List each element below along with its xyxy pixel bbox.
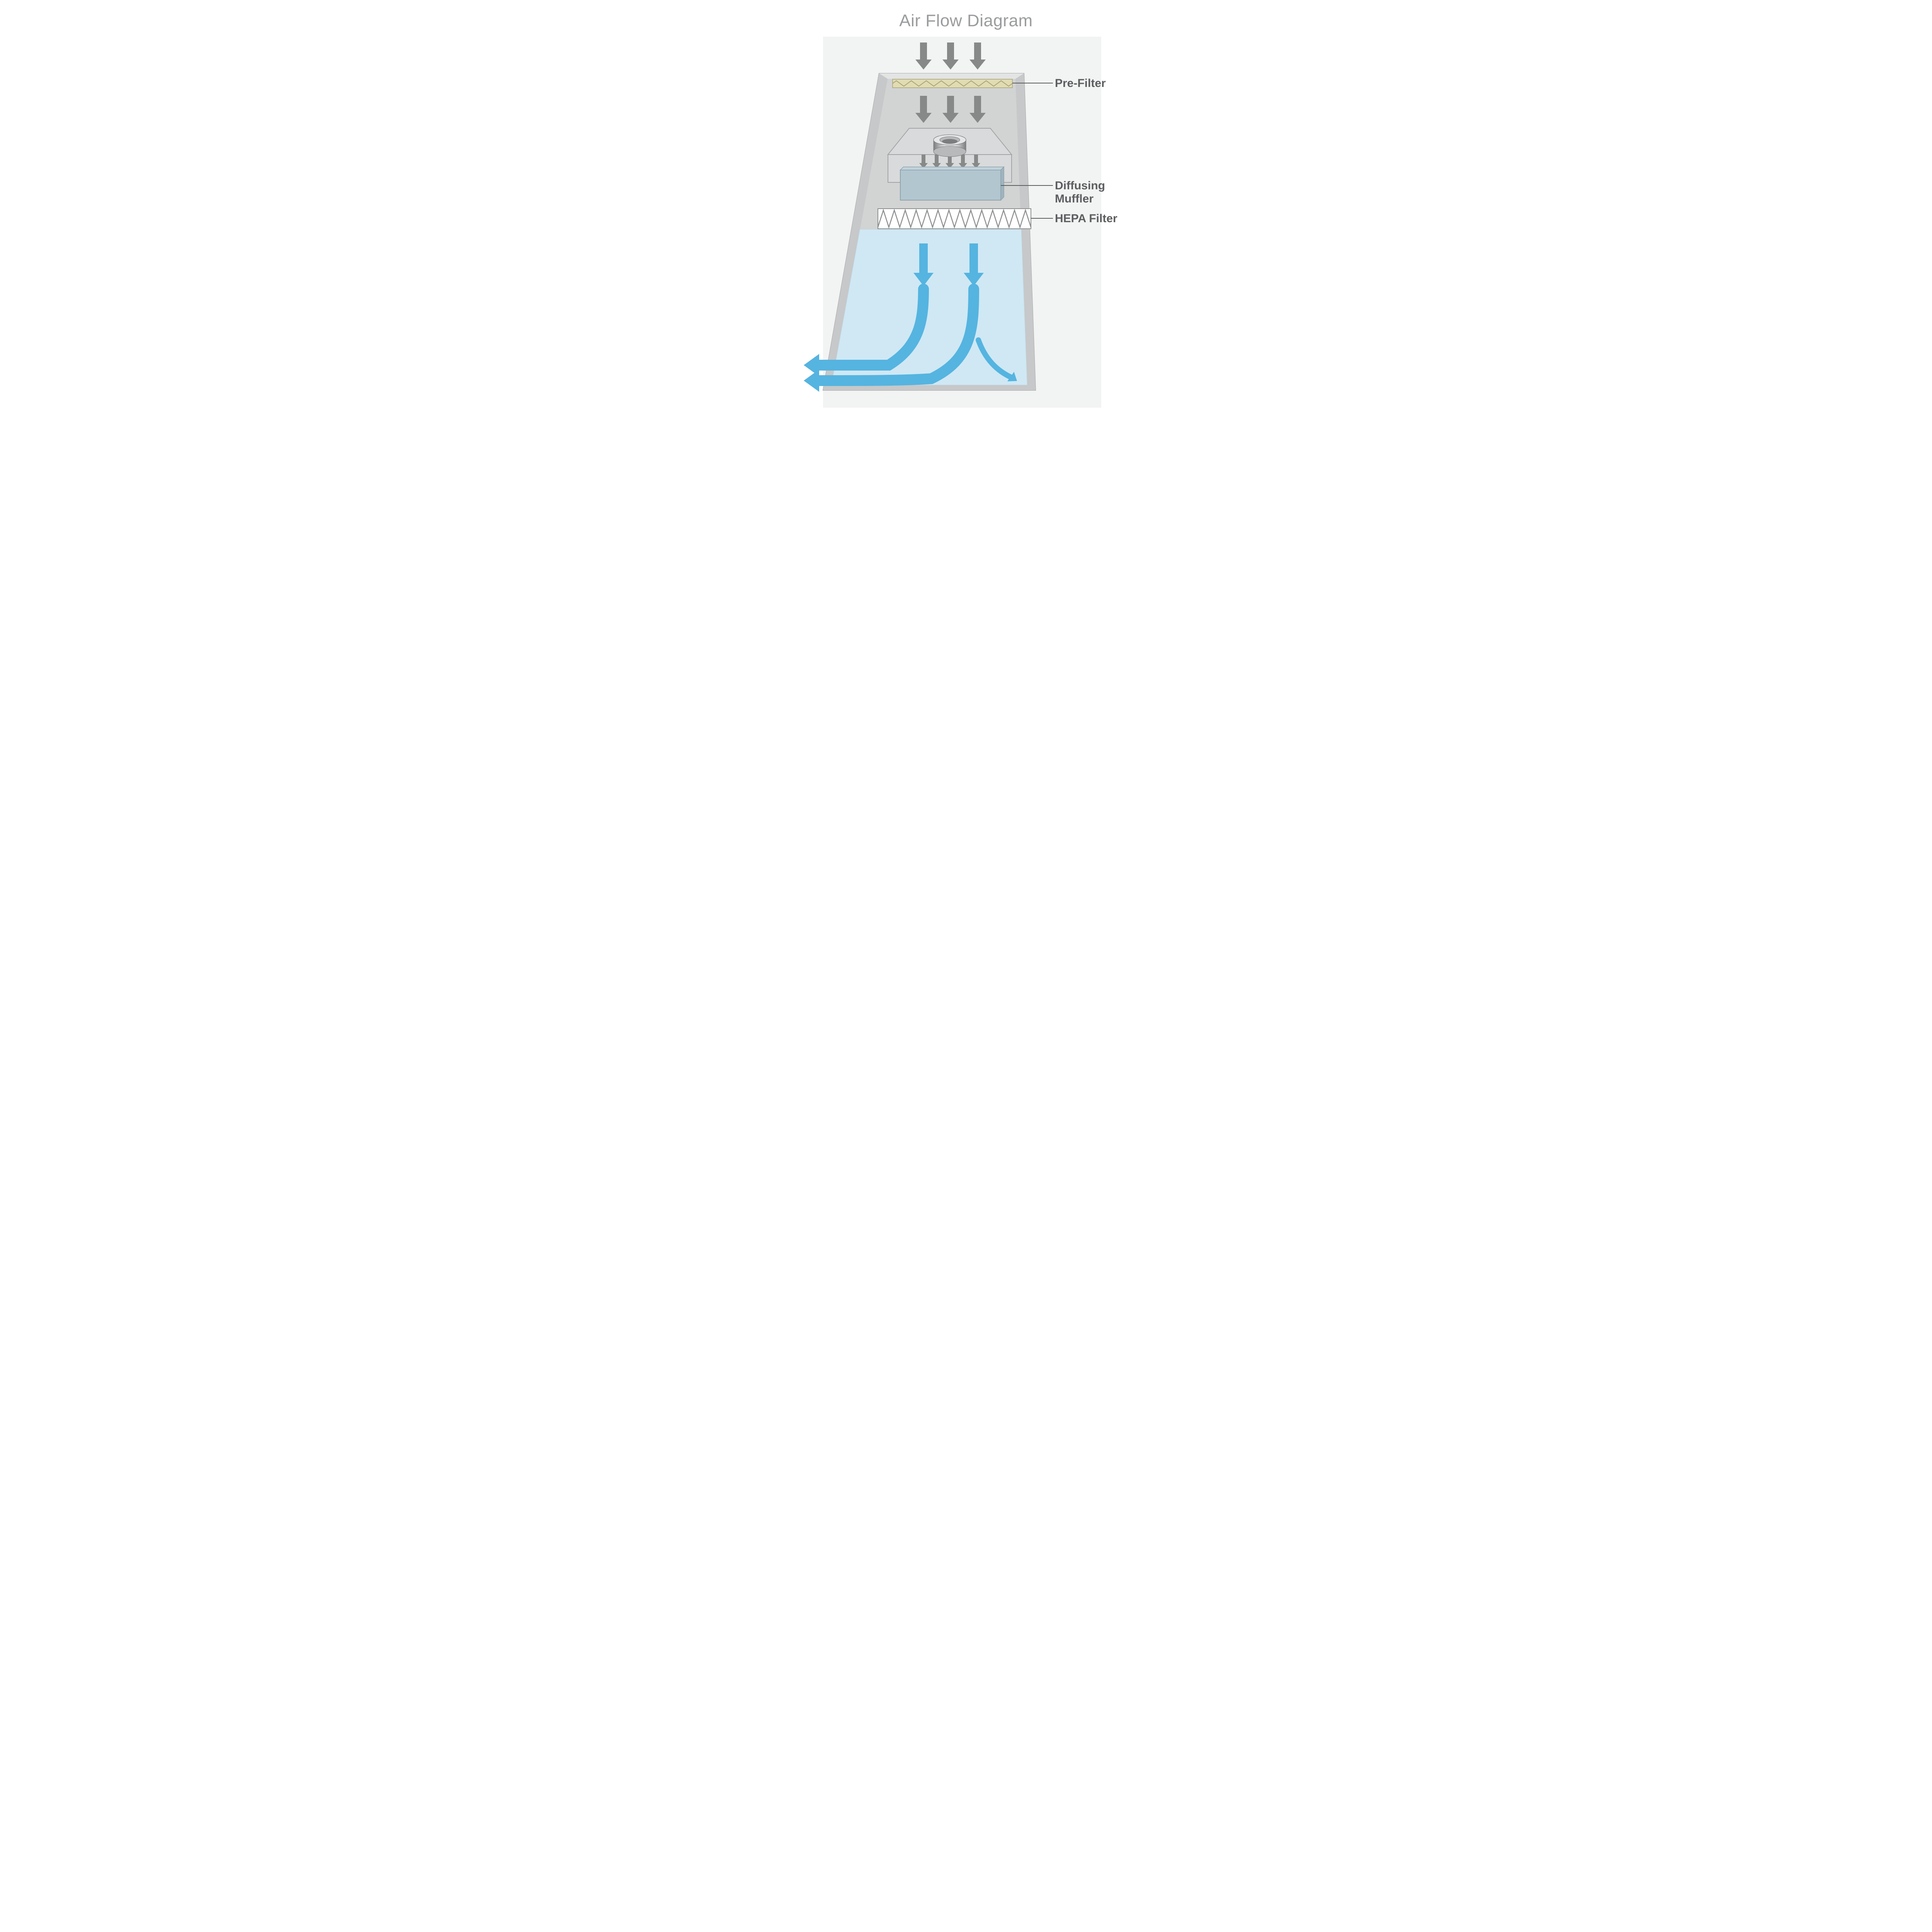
diffusing-muffler	[900, 167, 1004, 200]
diagram-stage: Air Flow Diagram Pre-Filter DiffusingMuff…	[757, 0, 1175, 417]
label-hepa: HEPA Filter	[1055, 212, 1117, 225]
label-muffler-line0: Diffusing	[1055, 179, 1105, 192]
fan-cylinder	[934, 135, 966, 157]
intake-arrows-mid	[915, 96, 986, 123]
pre-filter	[893, 79, 1012, 88]
airflow-diagram-svg: Air Flow Diagram Pre-Filter DiffusingMuff…	[757, 0, 1175, 417]
intake-arrows-top	[915, 43, 986, 70]
label-muffler-line1: Muffler	[1055, 192, 1094, 205]
diagram-title: Air Flow Diagram	[899, 11, 1032, 30]
hepa-filter	[878, 209, 1031, 229]
label-prefilter: Pre-Filter	[1055, 77, 1106, 90]
